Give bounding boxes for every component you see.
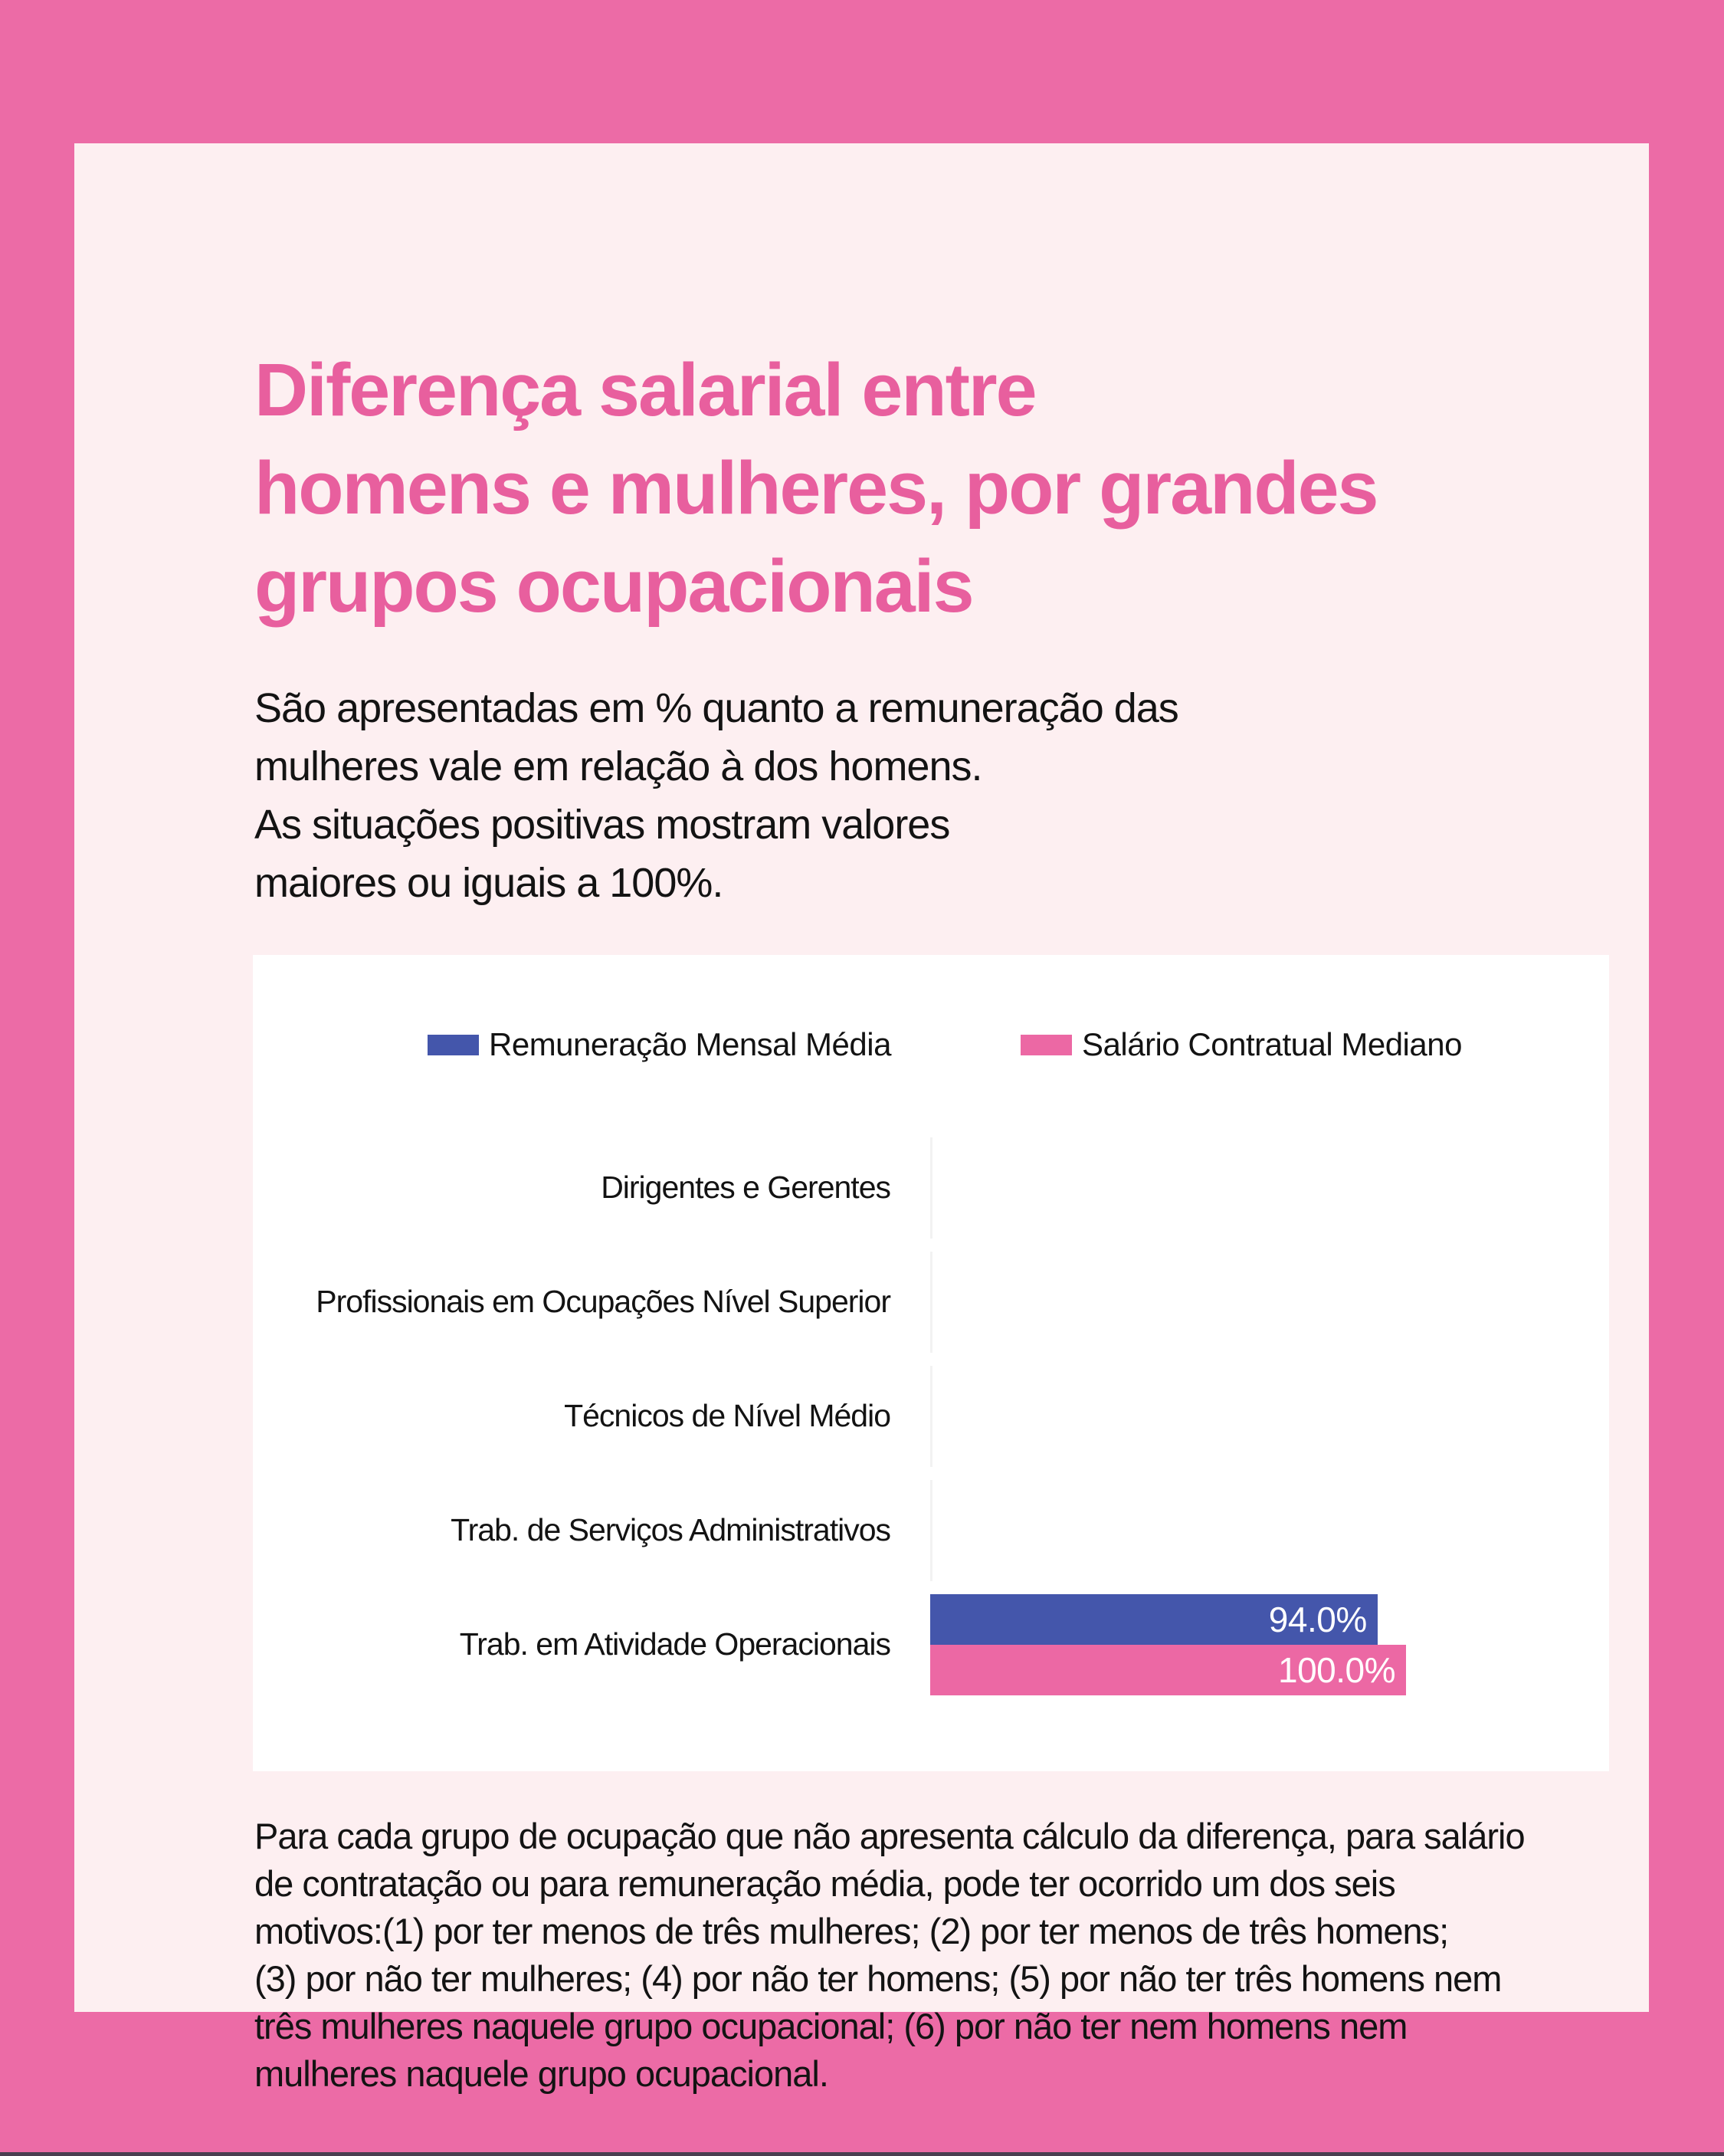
chart-row: Trab. em Atividade Operacionais 94.0% 100.… [253,1587,1609,1702]
legend-swatch-blue [428,1034,479,1055]
bar-remuneracao-media [930,1365,932,1416]
bottom-edge-line [0,2152,1724,2156]
bar-remuneracao-media [930,1251,932,1302]
bar-salario-mediano [930,1301,932,1353]
category-label: Trab. em Atividade Operacionais [459,1626,891,1662]
chart-row: Técnicos de Nível Médio [253,1359,1609,1473]
chart-rows: Dirigentes e Gerentes Profissionais em Oc… [253,1131,1609,1702]
chart-row: Profissionais em Ocupações Nível Superio… [253,1245,1609,1359]
page-title: Diferença salarial entre homens e mulher… [254,348,1378,628]
bar-value-label: 94.0% [1268,1599,1367,1639]
bar-salario-mediano: 100.0% [930,1644,1406,1695]
footnote: Para cada grupo de ocupação que não apre… [254,1816,1526,2094]
bar-remuneracao-media: 94.0% [930,1593,1378,1645]
category-label: Profissionais em Ocupações Nível Superio… [316,1284,891,1319]
bar-group [930,1137,1406,1239]
bar-group: 94.0% 100.0% [930,1593,1406,1695]
content-panel: Diferença salarial entre homens e mulher… [74,143,1649,2094]
bar-remuneracao-media [930,1479,932,1531]
category-label: Técnicos de Nível Médio [564,1398,891,1433]
bar-remuneracao-media [930,1137,932,1188]
bar-salario-mediano [930,1530,932,1581]
bar-salario-mediano [930,1187,932,1239]
bar-group [930,1365,1406,1467]
legend-swatch-pink [1021,1034,1072,1055]
legend-item-remuneracao-media: Remuneração Mensal Média [428,1024,891,1065]
bar-salario-mediano [930,1416,932,1467]
chart-card: Remuneração Mensal Média Salário Contrat… [253,955,1609,1771]
page-subtitle: São apresentadas em % quanto a remuneraç… [254,685,1179,906]
bar-group [930,1479,1406,1581]
category-label: Trab. de Serviços Administrativos [451,1512,891,1547]
chart-row: Trab. de Serviços Administrativos [253,1473,1609,1587]
bar-value-label: 100.0% [1277,1649,1396,1690]
legend-label: Remuneração Mensal Média [489,1026,891,1062]
legend-item-salario-mediano: Salário Contratual Mediano [1021,1024,1462,1065]
bar-group [930,1251,1406,1353]
category-label: Dirigentes e Gerentes [601,1170,891,1205]
chart-row: Dirigentes e Gerentes [253,1131,1609,1245]
legend-label: Salário Contratual Mediano [1082,1026,1462,1062]
